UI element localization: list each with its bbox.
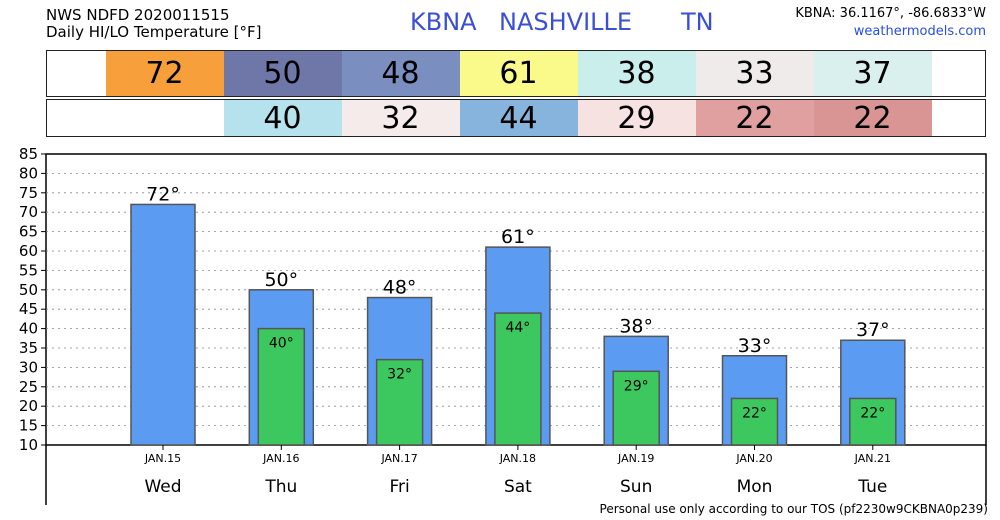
x-day-label: Wed	[144, 477, 181, 497]
lo-cell: 29	[577, 100, 696, 136]
hi-cell: 72	[105, 51, 224, 96]
hi-cell: 61	[459, 51, 578, 96]
hi-cell: 38	[577, 51, 696, 96]
y-tick-label: 55	[19, 261, 38, 279]
header-line-1: NWS NDFD 2020011515	[46, 6, 230, 24]
hi-bar-label: 33°	[738, 335, 772, 357]
hi-bar-label: 48°	[383, 277, 417, 299]
x-date-label: JAN.17	[380, 452, 417, 465]
site-link[interactable]: weathermodels.com	[853, 24, 986, 39]
y-tick-label: 60	[19, 242, 38, 260]
y-tick-label: 50	[19, 281, 38, 299]
hi-bar	[130, 203, 196, 446]
lo-cell: 44	[459, 100, 578, 136]
lo-cell	[47, 100, 106, 136]
hi-cell: 33	[695, 51, 814, 96]
lo-bar-label: 29°	[624, 378, 649, 394]
lo-bar-label: 40°	[269, 336, 294, 352]
station-name: NASHVILLE	[499, 8, 633, 36]
lo-bar	[494, 312, 542, 446]
lo-bar-label: 44°	[505, 320, 530, 336]
x-date-label: JAN.19	[617, 452, 654, 465]
hi-bar-label: 37°	[856, 319, 890, 341]
y-tick-label: 40	[19, 320, 38, 338]
hi-bar-label: 72°	[146, 183, 180, 205]
y-tick-label: 15	[19, 417, 38, 435]
x-day-label: Tue	[857, 477, 887, 497]
lo-bar	[612, 370, 660, 446]
lo-bar-label: 22°	[742, 405, 767, 421]
y-tick-label: 25	[19, 378, 38, 396]
hi-bar-label: 61°	[501, 226, 535, 248]
lo-bar	[849, 397, 897, 446]
x-day-label: Sun	[620, 477, 652, 497]
y-tick-label: 70	[19, 203, 38, 221]
y-tick-label: 30	[19, 358, 38, 376]
lo-cell: 22	[813, 100, 932, 136]
x-day-label: Thu	[264, 477, 297, 497]
lo-bar-label: 22°	[860, 405, 885, 421]
lo-bar	[257, 327, 306, 446]
hi-bar-label: 50°	[264, 269, 298, 291]
hi-cell: 50	[223, 51, 342, 96]
x-day-label: Sat	[504, 477, 532, 497]
hi-cell	[47, 51, 106, 96]
lo-cell: 40	[223, 100, 342, 136]
lo-bar	[375, 358, 424, 446]
hi-temperature-row: 72 50 48 61 38 33 37	[46, 50, 986, 97]
lo-bar-label: 32°	[387, 367, 412, 383]
x-date-label: JAN.21	[854, 452, 891, 465]
hi-bar-label: 38°	[619, 315, 653, 337]
x-date-label: JAN.20	[735, 452, 772, 465]
y-tick-label: 10	[19, 436, 38, 454]
y-tick-label: 45	[19, 300, 38, 318]
x-day-label: Mon	[737, 477, 773, 497]
station-coords: KBNA: 36.1167°, -86.6833°W	[795, 6, 986, 21]
station-id: KBNA	[410, 8, 477, 36]
header-line-2: Daily HI/LO Temperature [°F]	[46, 23, 262, 41]
x-date-label: JAN.16	[262, 452, 299, 465]
lo-bar	[730, 397, 779, 446]
lo-temperature-row: 40 32 44 29 22 22	[46, 99, 986, 137]
y-tick-label: 35	[19, 339, 38, 357]
x-day-label: Fri	[389, 477, 409, 497]
lo-cell	[105, 100, 224, 136]
y-tick-label: 80	[19, 164, 38, 182]
x-date-label: JAN.18	[499, 452, 536, 465]
x-date-label: JAN.15	[144, 452, 181, 465]
y-tick-label: 65	[19, 223, 38, 241]
lo-cell: 32	[341, 100, 460, 136]
station-state: TN	[681, 8, 714, 36]
tos-note: Personal use only according to our TOS (…	[599, 502, 988, 516]
y-tick-label: 75	[19, 184, 38, 202]
hi-cell: 37	[813, 51, 932, 96]
y-tick-label: 85	[19, 145, 38, 163]
lo-cell: 22	[695, 100, 814, 136]
y-tick-label: 20	[19, 397, 38, 415]
hi-cell: 48	[341, 51, 460, 96]
